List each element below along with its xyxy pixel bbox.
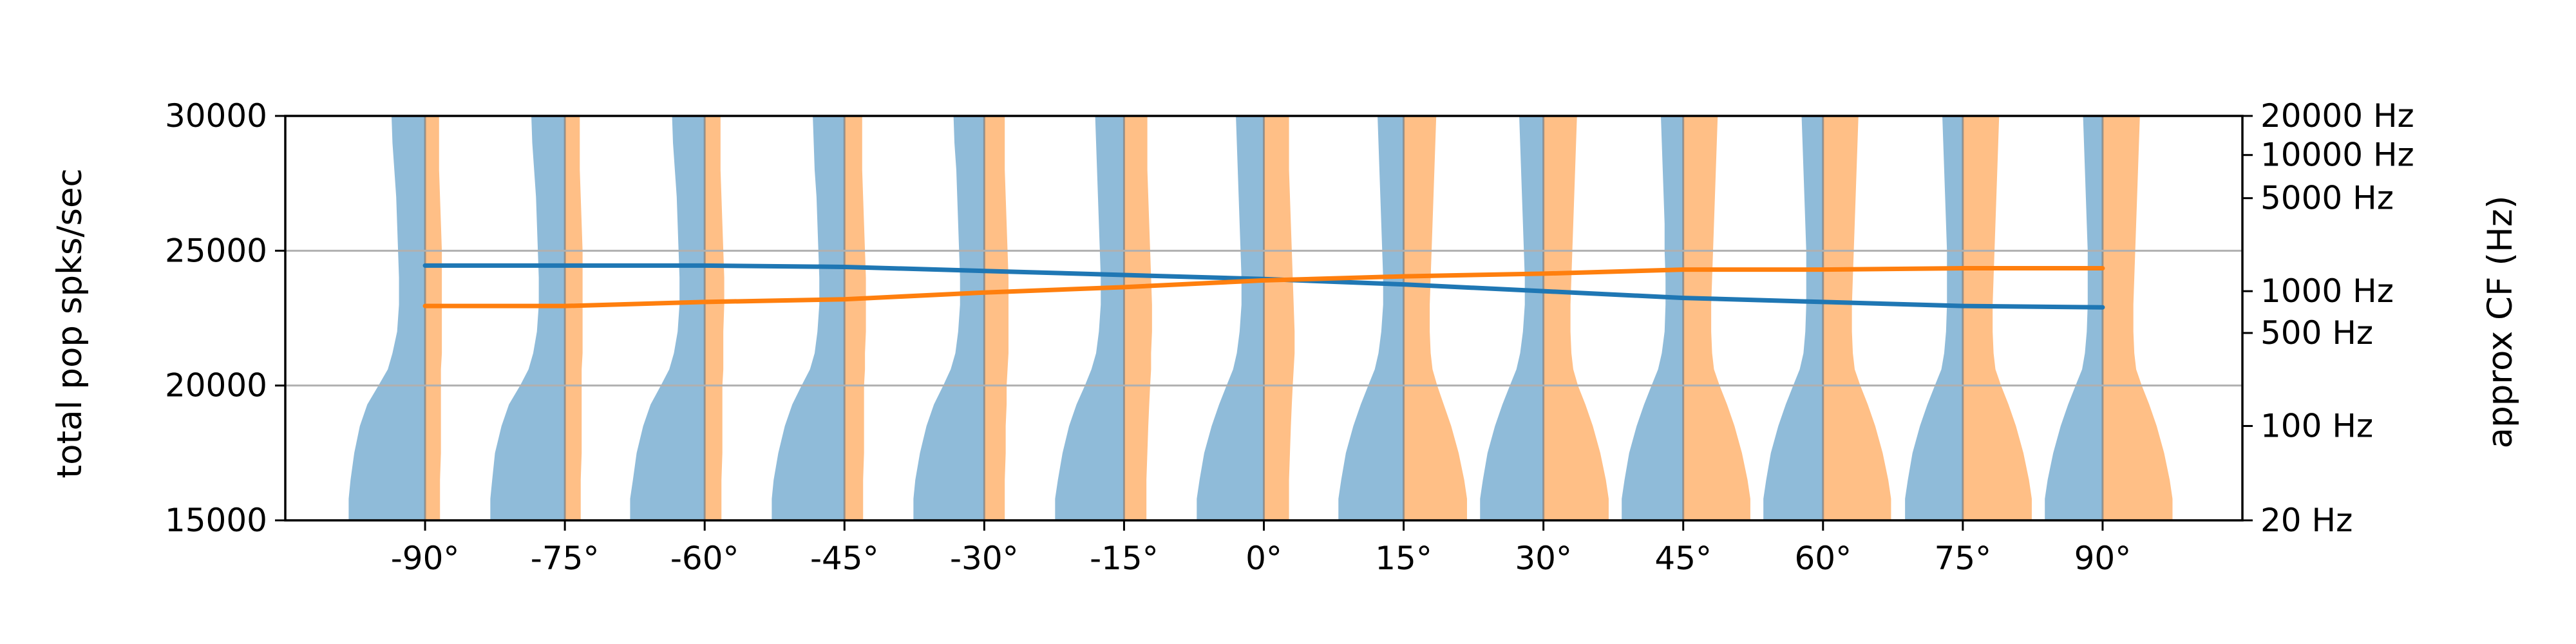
profile-right--90: [425, 116, 442, 520]
x-tick-label: 15°: [1375, 540, 1432, 577]
profile-left-75: [1905, 116, 1963, 520]
profile-left-60: [1763, 116, 1823, 520]
profile-left-90: [2045, 116, 2103, 520]
x-tick-label: -75°: [531, 540, 600, 577]
y-tick-label: 20000: [165, 367, 267, 404]
profile-left--60: [630, 116, 705, 520]
profile-left-0: [1197, 116, 1264, 520]
profile-right-0: [1264, 116, 1295, 520]
x-tick-label: -90°: [391, 540, 460, 577]
x-tick-label: 75°: [1935, 540, 1992, 577]
profile-left-15: [1338, 116, 1404, 520]
profile-right--30: [984, 116, 1009, 520]
population-profiles: [348, 116, 2173, 520]
y-tick-label: 25000: [165, 232, 267, 269]
profile-left--45: [772, 116, 845, 520]
series-lines: [422, 263, 2105, 310]
x-tick-label: -60°: [670, 540, 739, 577]
profile-right-90: [2102, 116, 2173, 520]
x-tick-label: -30°: [950, 540, 1019, 577]
right-y-tick-label: 20000 Hz: [2260, 97, 2414, 135]
x-tick-label: 30°: [1515, 540, 1572, 577]
right-y-tick-label: 20 Hz: [2260, 502, 2353, 539]
profile-right--60: [705, 116, 724, 520]
profile-left--15: [1055, 116, 1124, 520]
y-axis-label: total pop spks/sec: [50, 168, 90, 478]
y-tick-label: 15000: [165, 502, 267, 539]
x-tick-label: 0°: [1245, 540, 1282, 577]
x-tick-label: 90°: [2074, 540, 2132, 577]
right-y-tick-label: 5000 Hz: [2260, 180, 2394, 217]
profile-right-75: [1962, 116, 2032, 520]
profile-right-15: [1403, 116, 1467, 520]
profile-right-45: [1683, 116, 1750, 520]
axes: [275, 115, 2253, 531]
series-line-2: [422, 266, 2105, 308]
right-y-tick-label: 1000 Hz: [2260, 272, 2394, 310]
profile-right-30: [1543, 116, 1609, 520]
profile-left--90: [348, 116, 426, 520]
x-tick-label: -45°: [810, 540, 879, 577]
profile-left-30: [1480, 116, 1544, 520]
profile-right--45: [844, 116, 866, 520]
right-y-tick-label: 500 Hz: [2260, 314, 2373, 352]
profile-left-45: [1622, 116, 1683, 520]
grid-lines: [285, 249, 2242, 387]
x-tick-label: 60°: [1794, 540, 1852, 577]
y-tick-label: 30000: [165, 97, 267, 135]
right-y-axis-label: approx CF (Hz): [2481, 196, 2520, 449]
profile-right--75: [565, 116, 583, 520]
right-y-tick-label: 10000 Hz: [2260, 137, 2414, 174]
profile-left--30: [913, 116, 985, 520]
profile-right--15: [1124, 116, 1152, 520]
profile-left--75: [490, 116, 565, 520]
x-tick-label: -15°: [1090, 540, 1159, 577]
x-tick-label: 45°: [1654, 540, 1712, 577]
profile-right-60: [1823, 116, 1891, 520]
tick-labels: 15000 20000 25000 30000 20 Hz 100 Hz 500 Hz 100…: [165, 97, 2414, 577]
right-y-tick-label: 100 Hz: [2260, 407, 2373, 444]
